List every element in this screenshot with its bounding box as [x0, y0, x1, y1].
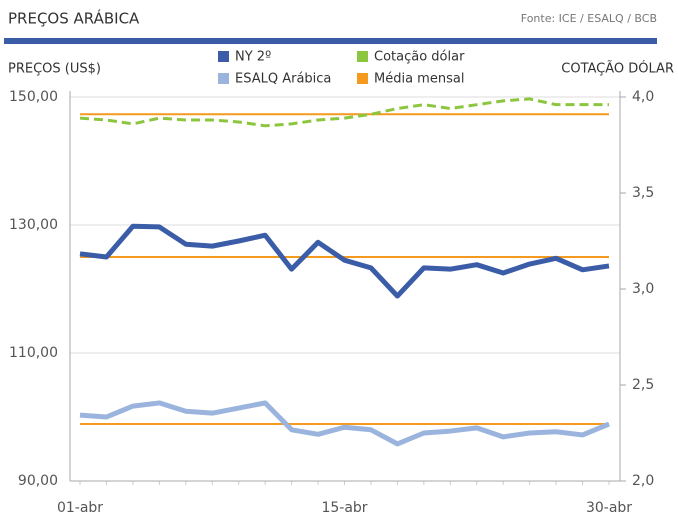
- y-tick-label: 110,00: [9, 345, 58, 361]
- legend-swatch: [218, 51, 229, 62]
- legend-label: Cotação dólar: [374, 50, 465, 65]
- series-line: [79, 97, 609, 128]
- legend-swatch: [357, 73, 368, 84]
- y2-tick-label: 3,5: [632, 185, 654, 201]
- y-tick-label: 150,00: [9, 89, 58, 105]
- y2-tick-label: 3,0: [632, 281, 654, 297]
- legend-swatch: [357, 51, 368, 62]
- chart-title: PREÇOS ARÁBICA: [8, 9, 140, 28]
- y-tick-label: 130,00: [9, 217, 58, 233]
- y2-tick-label: 2,5: [632, 377, 654, 393]
- y2-tick-label: 4,0: [632, 89, 654, 105]
- series-line: [79, 223, 610, 299]
- y-tick-label: 90,00: [18, 473, 58, 489]
- x-tick-label: 01-abr: [57, 500, 103, 516]
- x-tick-label: 30-abr: [586, 500, 632, 516]
- y2-axis-label: COTAÇÃO DÓLAR: [561, 61, 674, 77]
- y2-tick-label: 2,0: [632, 473, 654, 489]
- header-bar: [4, 38, 657, 44]
- legend-swatch: [218, 73, 229, 84]
- series-line: [79, 400, 610, 447]
- legend-label: Média mensal: [374, 72, 464, 87]
- legend-label: ESALQ Arábica: [235, 72, 331, 87]
- y-axis-label: PREÇOS (US$): [8, 62, 101, 77]
- legend-label: NY 2º: [235, 50, 271, 65]
- source: Fonte: ICE / ESALQ / BCB: [521, 12, 657, 25]
- x-tick-label: 15-abr: [321, 500, 367, 516]
